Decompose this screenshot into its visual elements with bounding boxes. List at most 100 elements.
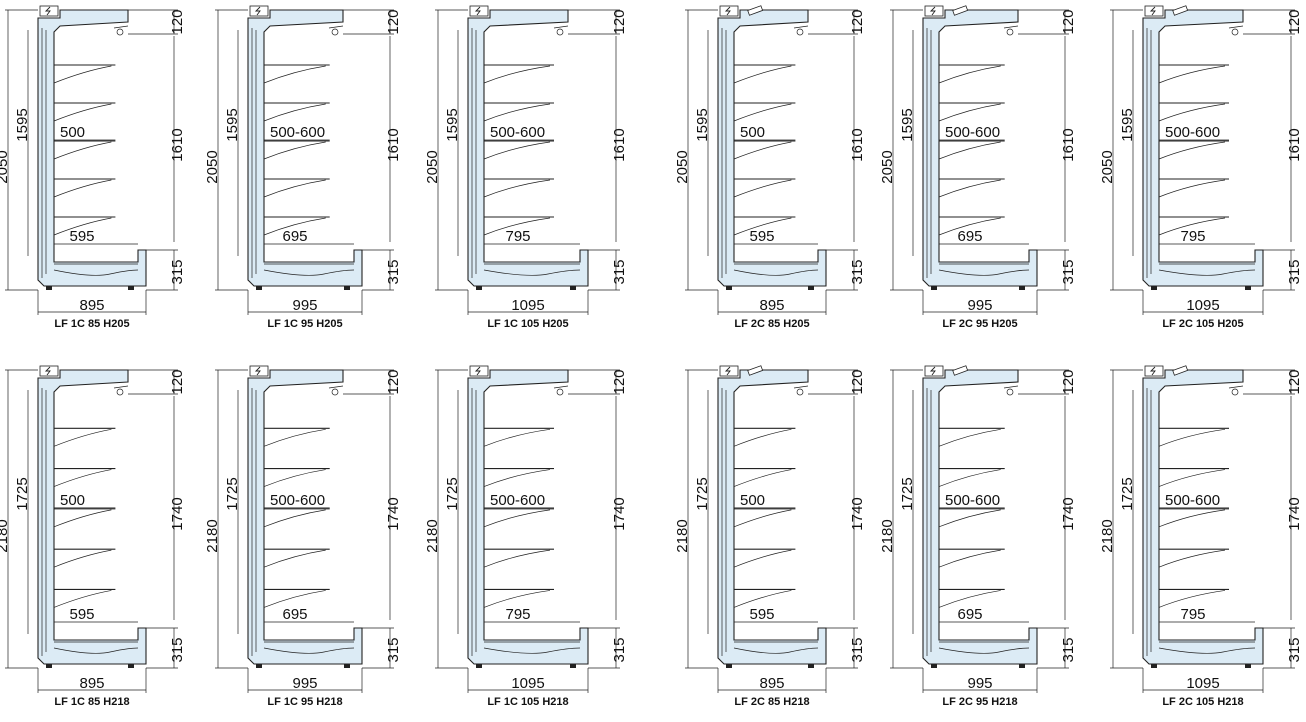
- canopy-lip: [113, 385, 129, 389]
- lightning-bolt-icon: [254, 6, 261, 16]
- lightning-bolt-icon: [724, 366, 731, 376]
- base-depth-label: 795: [505, 606, 530, 623]
- canopy-lip: [1228, 385, 1244, 389]
- shelf-bracket-5: [263, 590, 326, 608]
- base-tray: [733, 647, 819, 654]
- lightning-bolt-icon: [724, 6, 731, 16]
- base-tray: [483, 269, 581, 276]
- inner-height-label: 1725: [444, 477, 461, 510]
- base-depth-label: 795: [1180, 228, 1205, 245]
- model-caption: LF 2C 105 H205: [1162, 318, 1243, 330]
- overall-height-label: 2180: [674, 519, 691, 552]
- base-height-label: 315: [385, 637, 402, 662]
- canopy-light: [747, 5, 764, 16]
- canopy-lip: [1228, 25, 1244, 29]
- canopy-light: [1172, 5, 1189, 16]
- shelf-bracket-2: [483, 103, 551, 122]
- foot-back: [256, 664, 262, 668]
- base-tray: [733, 269, 819, 276]
- shelf-bracket-3: [263, 141, 326, 160]
- opening-height-label: 1610: [169, 128, 186, 161]
- shelf-bracket-1: [1158, 428, 1226, 447]
- base-tray: [1158, 647, 1256, 654]
- night-blind-roll: [1006, 28, 1014, 36]
- canopy-light: [952, 365, 969, 376]
- base-depth-label: 795: [505, 228, 530, 245]
- inner-height-label: 1595: [694, 108, 711, 141]
- shelf-bracket-2: [263, 469, 326, 487]
- shelf-bracket-2: [263, 103, 326, 122]
- model-caption: LF 2C 95 H205: [942, 318, 1017, 330]
- overall-height-label: 2050: [879, 150, 896, 183]
- shelf-depth-label: 500: [740, 492, 765, 509]
- shelf-bracket-4: [1158, 179, 1226, 198]
- shelf-depth-label: 500-600: [1165, 492, 1220, 509]
- canopy-height-label: 120: [169, 369, 186, 394]
- night-blind-roll: [116, 28, 124, 36]
- foot-front: [808, 664, 814, 668]
- model-caption: LF 1C 85 H205: [54, 318, 129, 330]
- shelf-bracket-4: [263, 549, 326, 568]
- base-height-label: 315: [169, 637, 186, 662]
- shelf-depth-label: 500-600: [270, 492, 325, 509]
- shelf-bracket-1: [1158, 65, 1226, 84]
- base-height-label: 315: [169, 259, 186, 284]
- canopy-height-label: 120: [1060, 9, 1077, 34]
- opening-height-label: 1610: [611, 128, 628, 161]
- shelf-bracket-3: [733, 141, 792, 160]
- base-depth-label: 595: [69, 606, 94, 623]
- base-depth-label: 695: [957, 228, 982, 245]
- shelf-bracket-1: [53, 428, 112, 447]
- foot-front: [1019, 286, 1025, 290]
- model-caption: LF 1C 95 H205: [267, 318, 342, 330]
- night-blind-roll: [796, 388, 804, 396]
- overall-depth-label: 995: [967, 297, 992, 314]
- shelf-bracket-1: [938, 65, 1001, 84]
- shelf-bracket-3: [938, 509, 1001, 528]
- shelf-bracket-3: [483, 509, 551, 528]
- shelf-bracket-3: [483, 141, 551, 160]
- shelf-depth-label: 500-600: [945, 492, 1000, 509]
- night-blind-roll: [1231, 388, 1239, 396]
- foot-front: [128, 286, 134, 290]
- lightning-bolt-icon: [929, 6, 936, 16]
- opening-height-label: 1740: [385, 497, 402, 530]
- night-blind-roll: [116, 388, 124, 396]
- base-depth-label: 695: [282, 228, 307, 245]
- overall-height-label: 2050: [1099, 150, 1116, 183]
- foot-back: [476, 286, 482, 290]
- base-tray: [263, 269, 355, 276]
- shelf-bracket-5: [938, 217, 1001, 236]
- cabinet-body: [37, 9, 147, 287]
- shelf-bracket-4: [263, 179, 326, 198]
- lightning-bolt-icon: [929, 366, 936, 376]
- opening-height-label: 1610: [385, 128, 402, 161]
- overall-height-label: 2180: [424, 519, 441, 552]
- base-height-label: 315: [1060, 637, 1077, 662]
- shelf-depth-label: 500-600: [490, 492, 545, 509]
- canopy-lip: [113, 25, 129, 29]
- foot-back: [256, 286, 262, 290]
- shelf-bracket-5: [53, 217, 112, 236]
- model-caption: LF 2C 85 H205: [734, 318, 809, 330]
- shelf-bracket-5: [938, 590, 1001, 608]
- canopy-light: [1172, 365, 1189, 376]
- shelf-bracket-5: [733, 217, 792, 236]
- shelf-bracket-1: [483, 65, 551, 84]
- canopy-height-label: 120: [849, 9, 866, 34]
- cabinet-body: [247, 369, 363, 665]
- shelf-bracket-4: [483, 549, 551, 568]
- shelf-bracket-3: [53, 141, 112, 160]
- lightning-bolt-icon: [1149, 6, 1156, 16]
- model-caption: LF 1C 105 H205: [487, 318, 568, 330]
- canopy-lip: [1003, 25, 1019, 29]
- canopy-lip: [793, 25, 809, 29]
- shelf-depth-label: 500-600: [270, 124, 325, 141]
